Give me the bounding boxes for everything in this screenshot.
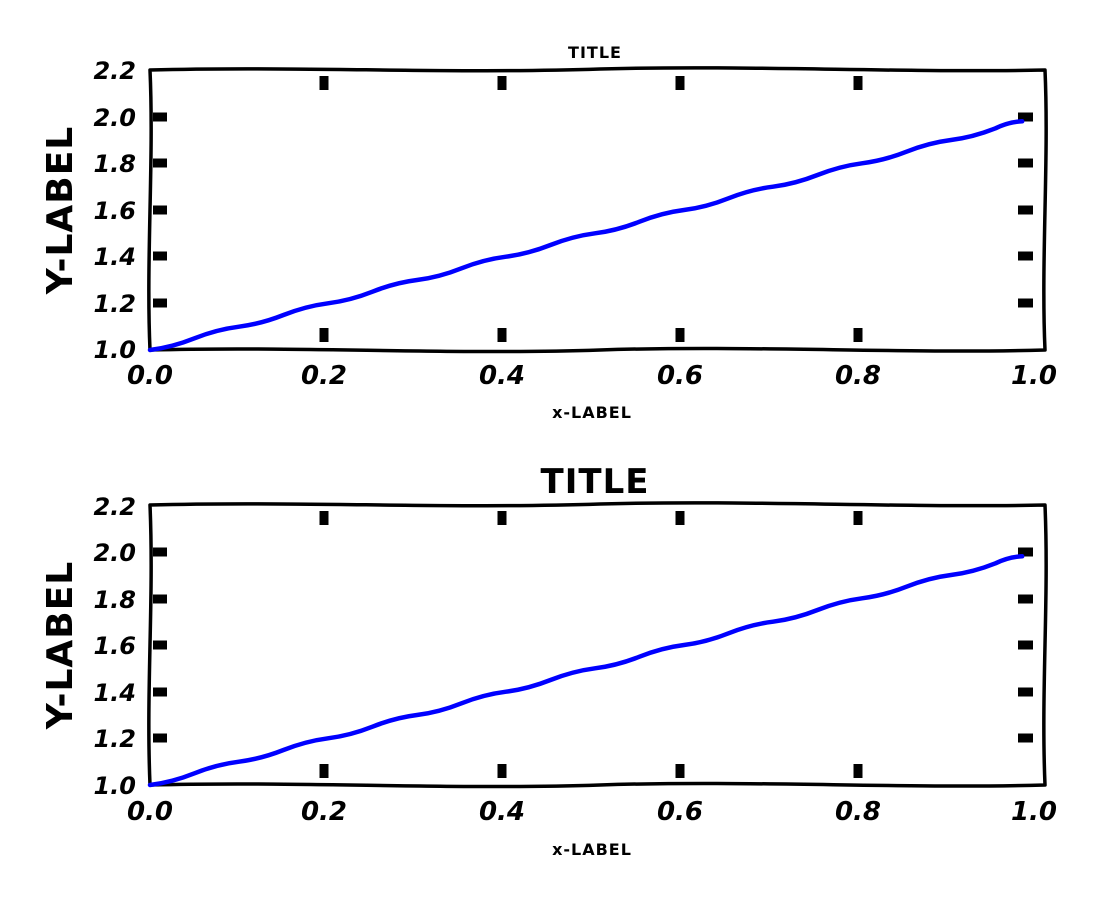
x-axis-label: x-LABEL: [552, 403, 632, 422]
y-tick-label: 2.2: [93, 57, 136, 85]
y-axis-label: Y-LABEL: [40, 126, 81, 296]
y-tick-label: 1.2: [93, 290, 136, 318]
y-tick-label: 1.6: [93, 632, 136, 660]
y-tick-label: 2.2: [93, 493, 136, 521]
series-line: [147, 119, 1025, 353]
chart-panel-bottom: TITLE 0.0 0.2 0.4 0.6 0.8 1.0 1.0 1.2 1.…: [40, 462, 1057, 859]
x-tick-label: 0.2: [301, 361, 347, 391]
y-tick-label: 1.4: [93, 243, 136, 271]
plot-frame: [147, 66, 1048, 354]
series-line: [147, 554, 1025, 788]
chart-title: TITLE: [541, 462, 650, 502]
y-tick-label: 1.4: [93, 679, 136, 707]
y-tick-label: 1.6: [93, 197, 136, 225]
y-tick-label: 1.0: [93, 772, 136, 800]
x-tick-label: 0.0: [127, 361, 173, 391]
tick-marks: [153, 511, 1033, 778]
y-tick-label: 1.2: [93, 725, 136, 753]
x-tick-label: 1.0: [1011, 361, 1057, 391]
x-tick-label: 0.6: [657, 797, 703, 827]
x-tick-label: 0.4: [479, 361, 525, 391]
y-tick-label: 1.0: [93, 336, 136, 364]
x-tick-label: 0.2: [301, 797, 347, 827]
x-axis-label: x-LABEL: [552, 840, 632, 859]
chart-panel-top: TITLE 0.0 0.2 0.4 0.6 0.8 1.0 1.0 1.2 1.…: [40, 43, 1057, 422]
x-tick-label: 1.0: [1011, 797, 1057, 827]
chart-title: TITLE: [568, 43, 622, 62]
x-tick-label: 0.0: [127, 797, 173, 827]
y-tick-label: 1.8: [93, 586, 136, 614]
x-tick-label: 0.6: [657, 361, 703, 391]
tick-marks: [153, 76, 1033, 342]
x-tick-label: 0.4: [479, 797, 525, 827]
x-tick-label: 0.8: [835, 797, 881, 827]
y-axis-label: Y-LABEL: [40, 561, 81, 731]
x-tick-label: 0.8: [835, 361, 881, 391]
y-tick-label: 2.0: [93, 539, 136, 567]
plot-frame: [147, 501, 1048, 789]
y-tick-label: 2.0: [93, 104, 136, 132]
y-tick-label: 1.8: [93, 150, 136, 178]
